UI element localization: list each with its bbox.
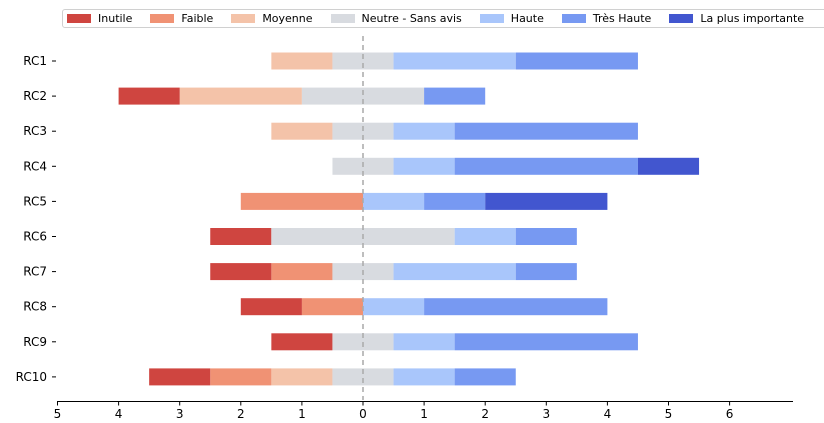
x-tick-label: 5 (665, 407, 673, 421)
x-tick-label: 2 (481, 407, 489, 421)
bar-segment (240, 192, 363, 210)
category-label: RC4 (23, 159, 47, 173)
category-label: RC3 (23, 124, 47, 138)
legend-item: La plus importante (669, 12, 804, 25)
bar-segment (332, 333, 394, 351)
x-tick-label: 1 (298, 407, 306, 421)
legend-item: Haute (479, 12, 544, 25)
bar-segment (271, 52, 333, 70)
bar-segment (240, 298, 302, 316)
legend-item: Moyenne (231, 12, 313, 25)
bar-segment (454, 122, 638, 140)
bar-segment (271, 263, 333, 281)
legend-swatch (561, 14, 586, 23)
legend-swatch (330, 14, 355, 23)
bar-segment (393, 368, 455, 386)
bar-segment (424, 192, 486, 210)
category-label: RC5 (23, 194, 47, 208)
bar-segment (515, 52, 638, 70)
category-label: RC8 (23, 300, 47, 314)
bar-segment (210, 368, 272, 386)
legend-item: Inutile (67, 12, 132, 25)
bar-segment (393, 122, 455, 140)
x-tick-label: 1 (420, 407, 428, 421)
x-tick-label: 4 (604, 407, 612, 421)
bar-segment (424, 298, 608, 316)
x-tick-label: 3 (542, 407, 550, 421)
bar-segment (363, 298, 425, 316)
legend-label: La plus importante (700, 12, 805, 25)
bar-segment (271, 368, 333, 386)
bar-segment (363, 192, 425, 210)
category-label: RC2 (23, 89, 47, 103)
legend-label: Haute (510, 12, 544, 25)
legend-swatch (150, 14, 175, 23)
x-tick-label: 4 (115, 407, 123, 421)
legend-label: Très Haute (592, 12, 652, 25)
legend-swatch (67, 14, 91, 23)
legend-item: Neutre - Sans avis (330, 12, 462, 25)
legend-item: Faible (150, 12, 213, 25)
category-label: RC1 (23, 54, 47, 68)
category-label: RC6 (23, 230, 47, 244)
bar-segment (332, 122, 394, 140)
bar-segment (454, 228, 516, 245)
x-tick-label: 0 (359, 407, 367, 421)
legend-swatch (669, 14, 694, 23)
bar-segment (271, 122, 333, 140)
bar-segment (393, 263, 516, 281)
legend-swatch (231, 14, 256, 23)
chart-legend: Inutile Faible Moyenne Neutre - Sans avis Ha… (62, 9, 824, 28)
x-tick-label: 3 (176, 407, 184, 421)
bar-segment (332, 368, 394, 386)
bar-segment (210, 263, 272, 281)
bar-segment (301, 298, 363, 316)
bar-segment (454, 333, 638, 351)
category-label: RC7 (23, 265, 47, 279)
legend-label: Moyenne (262, 12, 313, 25)
bar-segment (424, 87, 486, 105)
bar-segment (179, 87, 302, 105)
x-tick-label: 6 (726, 407, 734, 421)
x-tick-label: 2 (237, 407, 245, 421)
category-label: RC9 (23, 335, 47, 349)
bar-segment (515, 228, 577, 245)
legend-label: Inutile (98, 12, 133, 25)
bar-segment (393, 52, 516, 70)
x-tick-label: 5 (54, 407, 62, 421)
legend-label: Faible (181, 12, 214, 25)
bar-segment (637, 157, 700, 175)
bar-segment (515, 263, 577, 281)
bar-segment (301, 87, 425, 105)
bar-segment (118, 87, 180, 105)
bar-segment (393, 333, 455, 351)
bar-segment (332, 52, 394, 70)
legend-swatch (479, 14, 504, 23)
bar-segment (210, 228, 272, 245)
bar-segment (454, 368, 516, 386)
bar-segment (454, 157, 638, 175)
bar-segment (393, 157, 455, 175)
bar-segment (485, 192, 608, 210)
category-label: RC10 (16, 370, 47, 384)
bar-segment (271, 333, 333, 351)
legend-label: Neutre - Sans avis (361, 12, 462, 25)
legend-item: Très Haute (561, 12, 652, 25)
bar-segment (149, 368, 211, 386)
